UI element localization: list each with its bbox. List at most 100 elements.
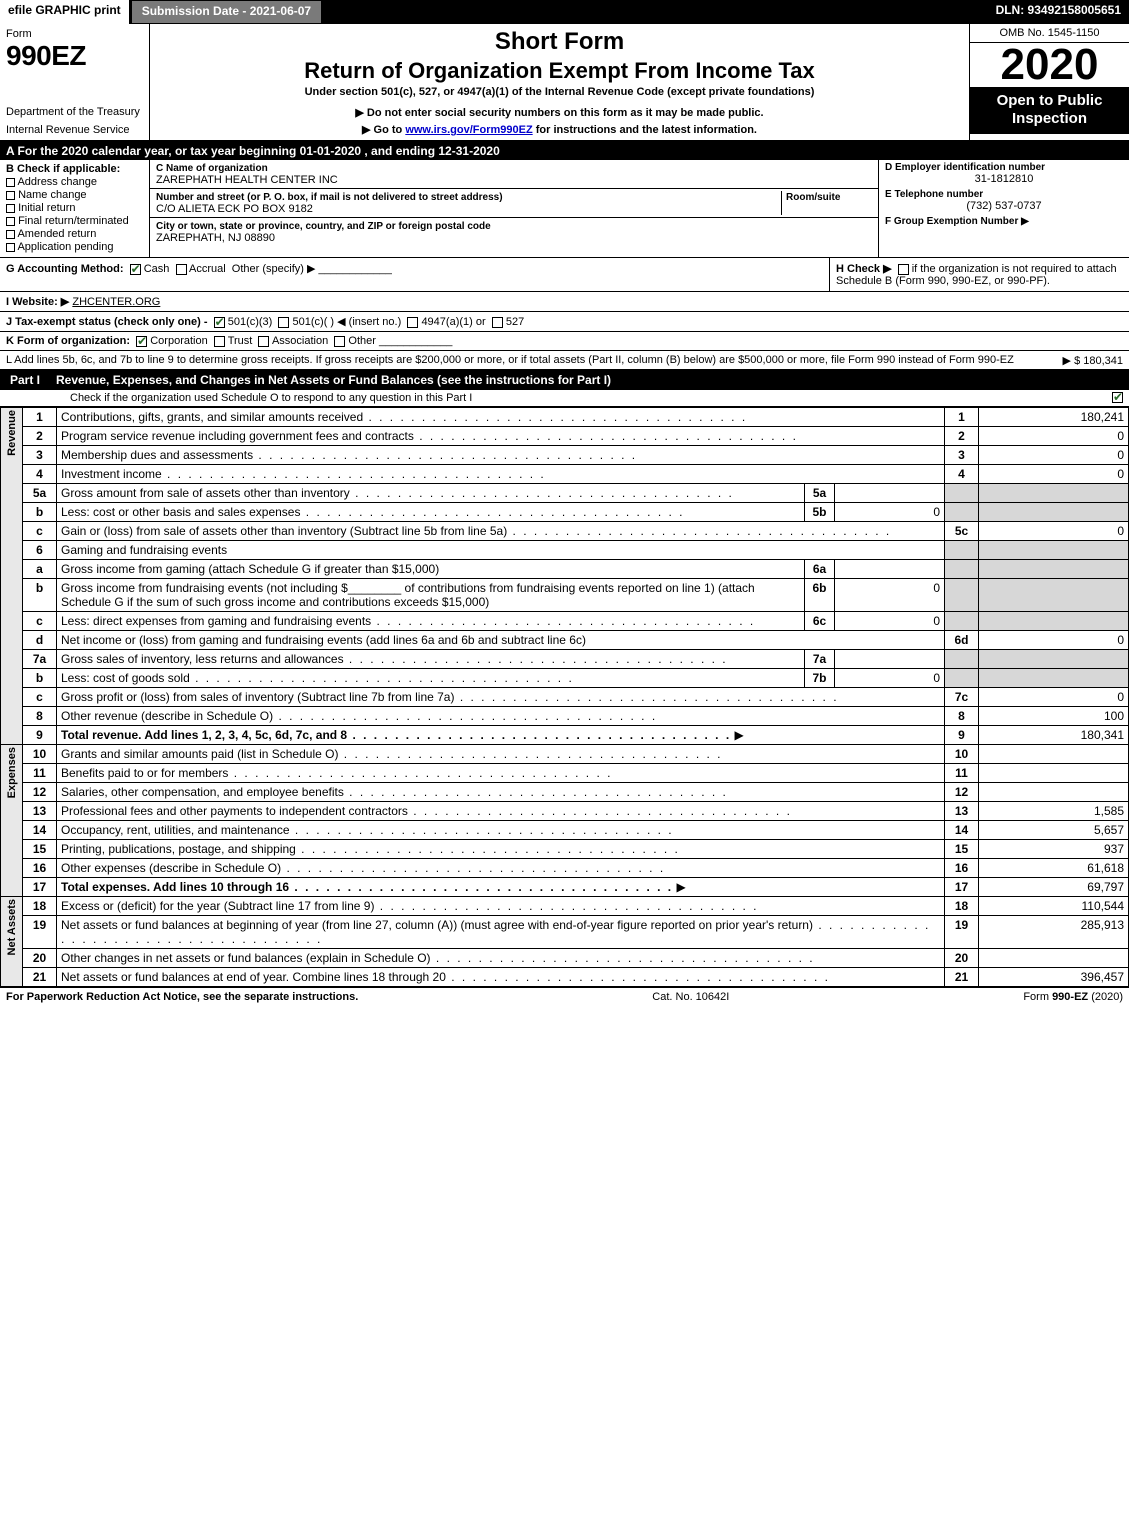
goto-link[interactable]: www.irs.gov/Form990EZ bbox=[405, 124, 532, 136]
l4-desc: Investment income bbox=[57, 465, 945, 484]
l14-amt: 5,657 bbox=[979, 821, 1129, 840]
c-name-block: C Name of organization ZAREPHATH HEALTH … bbox=[150, 160, 878, 189]
chk-name-change[interactable]: Name change bbox=[6, 189, 143, 201]
chk-address-change[interactable]: Address change bbox=[6, 176, 143, 188]
line-h-schedule-b: H Check ▶ if the organization is not req… bbox=[829, 258, 1129, 291]
l7b-no: b bbox=[23, 669, 57, 688]
chk-527[interactable] bbox=[492, 317, 503, 328]
l7a-subval bbox=[835, 650, 945, 669]
line-3: 3 Membership dues and assessments 3 0 bbox=[1, 446, 1129, 465]
open-public-inspection: Open to Public Inspection bbox=[970, 88, 1129, 134]
l2-desc: Program service revenue including govern… bbox=[57, 427, 945, 446]
l20-rn: 20 bbox=[945, 949, 979, 968]
part-i-label: Part I bbox=[0, 370, 50, 390]
l11-desc: Benefits paid to or for members bbox=[57, 764, 945, 783]
short-form-title: Short Form bbox=[158, 28, 961, 56]
chk-schedule-b[interactable] bbox=[898, 264, 909, 275]
form-word: Form bbox=[6, 28, 143, 40]
l18-rn: 18 bbox=[945, 897, 979, 916]
line-17: 17 Total expenses. Add lines 10 through … bbox=[1, 878, 1129, 897]
l6c-amt-shade bbox=[979, 612, 1129, 631]
l6b-no: b bbox=[23, 579, 57, 612]
goto-pre: ▶ Go to bbox=[362, 124, 405, 136]
l17-desc: Total expenses. Add lines 10 through 16 … bbox=[57, 878, 945, 897]
part-i-sub: Check if the organization used Schedule … bbox=[0, 390, 1129, 407]
l4-no: 4 bbox=[23, 465, 57, 484]
line-k-form-org: K Form of organization: Corporation Trus… bbox=[0, 332, 1129, 351]
l7a-sub: 7a bbox=[805, 650, 835, 669]
l6b-amt-shade bbox=[979, 579, 1129, 612]
l7c-desc: Gross profit or (loss) from sales of inv… bbox=[57, 688, 945, 707]
d-ein-block: D Employer identification number 31-1812… bbox=[885, 162, 1123, 185]
line-6c: c Less: direct expenses from gaming and … bbox=[1, 612, 1129, 631]
l6a-no: a bbox=[23, 560, 57, 579]
l11-rn: 11 bbox=[945, 764, 979, 783]
l17-no: 17 bbox=[23, 878, 57, 897]
line-1: Revenue 1 Contributions, gifts, grants, … bbox=[1, 408, 1129, 427]
line-9: 9 Total revenue. Add lines 1, 2, 3, 4, 5… bbox=[1, 726, 1129, 745]
line-l-gross-receipts: L Add lines 5b, 6c, and 7b to line 9 to … bbox=[0, 351, 1129, 370]
l5c-desc: Gain or (loss) from sale of assets other… bbox=[57, 522, 945, 541]
l6a-amt-shade bbox=[979, 560, 1129, 579]
l18-desc: Excess or (deficit) for the year (Subtra… bbox=[57, 897, 945, 916]
chk-initial-return[interactable]: Initial return bbox=[6, 202, 143, 214]
line-10: Expenses 10 Grants and similar amounts p… bbox=[1, 745, 1129, 764]
l16-amt: 61,618 bbox=[979, 859, 1129, 878]
l6a-desc: Gross income from gaming (attach Schedul… bbox=[57, 560, 805, 579]
efile-print-label[interactable]: efile GRAPHIC print bbox=[0, 0, 131, 24]
g-accrual: Accrual bbox=[189, 263, 226, 275]
line-16: 16 Other expenses (describe in Schedule … bbox=[1, 859, 1129, 878]
chk-501c3[interactable] bbox=[214, 317, 225, 328]
dept-treasury: Department of the Treasury bbox=[6, 106, 143, 118]
chk-cash[interactable] bbox=[130, 264, 141, 275]
chk-association[interactable] bbox=[258, 336, 269, 347]
l13-no: 13 bbox=[23, 802, 57, 821]
l4-rn: 4 bbox=[945, 465, 979, 484]
chk-501c[interactable] bbox=[278, 317, 289, 328]
l17-rn: 17 bbox=[945, 878, 979, 897]
l6-amt-shade bbox=[979, 541, 1129, 560]
footer-left: For Paperwork Reduction Act Notice, see … bbox=[6, 991, 358, 1003]
l2-amt: 0 bbox=[979, 427, 1129, 446]
chk-final-return[interactable]: Final return/terminated bbox=[6, 215, 143, 227]
header-left: Form 990EZ Department of the Treasury In… bbox=[0, 24, 150, 140]
l8-desc: Other revenue (describe in Schedule O) bbox=[57, 707, 945, 726]
dept-irs: Internal Revenue Service bbox=[6, 124, 143, 136]
k-trust: Trust bbox=[228, 335, 253, 347]
header-mid: Short Form Return of Organization Exempt… bbox=[150, 24, 969, 140]
l5c-rn: 5c bbox=[945, 522, 979, 541]
c-city-val: ZAREPHATH, NJ 08890 bbox=[156, 232, 275, 244]
l10-desc: Grants and similar amounts paid (list in… bbox=[57, 745, 945, 764]
chk-trust[interactable] bbox=[214, 336, 225, 347]
l14-no: 14 bbox=[23, 821, 57, 840]
k-assoc: Association bbox=[272, 335, 328, 347]
l6-rn-shade bbox=[945, 541, 979, 560]
line-18: Net Assets 18 Excess or (deficit) for th… bbox=[1, 897, 1129, 916]
chk-amended-return[interactable]: Amended return bbox=[6, 228, 143, 240]
line-15: 15 Printing, publications, postage, and … bbox=[1, 840, 1129, 859]
chk-application-pending[interactable]: Application pending bbox=[6, 241, 143, 253]
l2-rn: 2 bbox=[945, 427, 979, 446]
l1-desc: Contributions, gifts, grants, and simila… bbox=[57, 408, 945, 427]
line-8: 8 Other revenue (describe in Schedule O)… bbox=[1, 707, 1129, 726]
l7b-subval: 0 bbox=[835, 669, 945, 688]
l19-amt: 285,913 bbox=[979, 916, 1129, 949]
chk-4947[interactable] bbox=[407, 317, 418, 328]
line-6b: b Gross income from fundraising events (… bbox=[1, 579, 1129, 612]
line-11: 11 Benefits paid to or for members 11 bbox=[1, 764, 1129, 783]
chk-corporation[interactable] bbox=[136, 336, 147, 347]
chk-schedule-o-part-i[interactable] bbox=[1112, 392, 1123, 403]
chk-other-org[interactable] bbox=[334, 336, 345, 347]
l5b-sub: 5b bbox=[805, 503, 835, 522]
f-group-block: F Group Exemption Number ▶ bbox=[885, 216, 1123, 227]
i-website-val[interactable]: ZHCENTER.ORG bbox=[72, 296, 160, 308]
l6c-desc: Less: direct expenses from gaming and fu… bbox=[57, 612, 805, 631]
l3-rn: 3 bbox=[945, 446, 979, 465]
k-corp: Corporation bbox=[150, 335, 207, 347]
chk-accrual[interactable] bbox=[176, 264, 187, 275]
topbar-spacer bbox=[322, 0, 987, 24]
l5a-sub: 5a bbox=[805, 484, 835, 503]
footer-mid: Cat. No. 10642I bbox=[652, 991, 729, 1003]
part-i-lines-table: Revenue 1 Contributions, gifts, grants, … bbox=[0, 407, 1129, 987]
c-addr-block: Number and street (or P. O. box, if mail… bbox=[150, 189, 878, 218]
